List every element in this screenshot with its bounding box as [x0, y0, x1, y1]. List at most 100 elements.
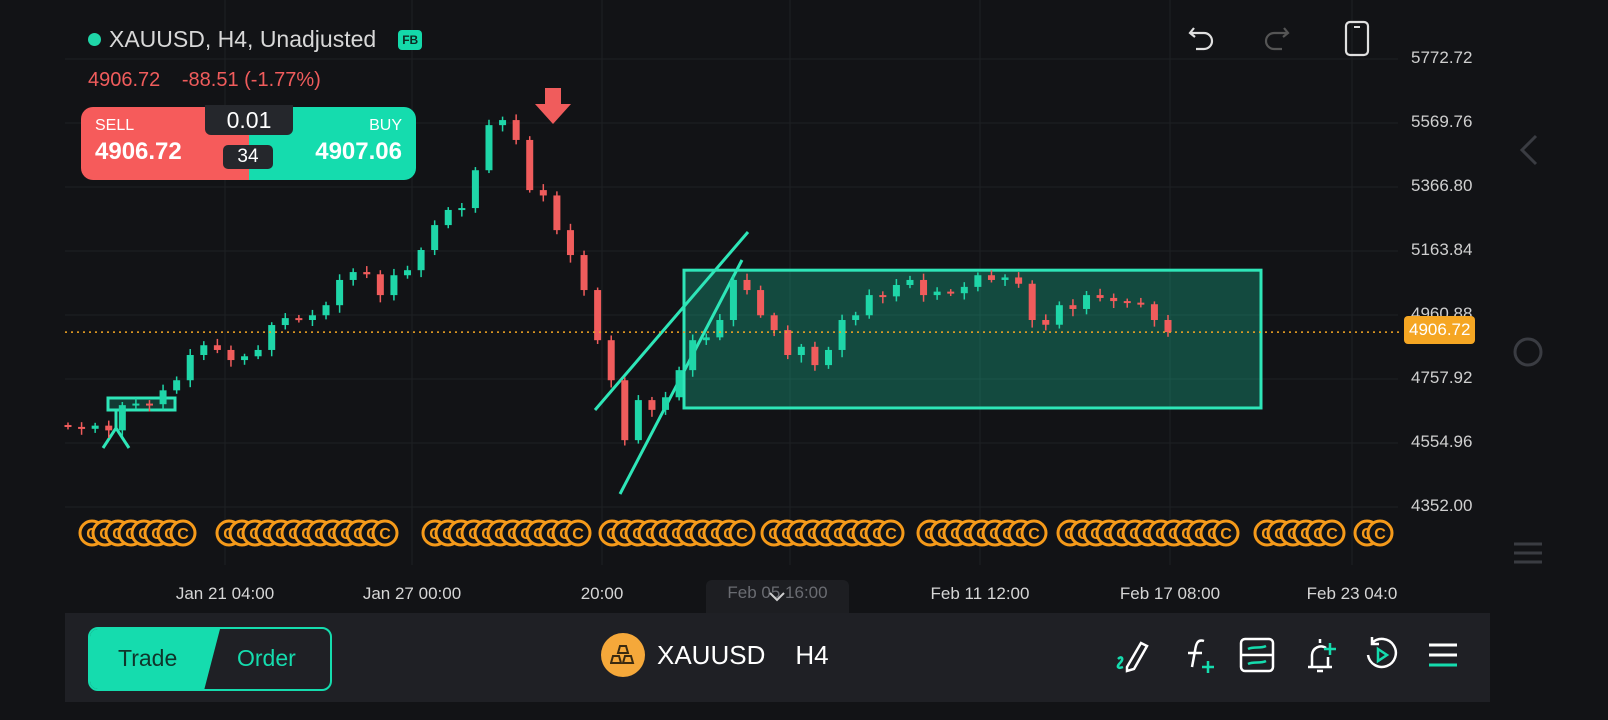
circle-icon[interactable]	[1510, 334, 1546, 370]
candle-body	[1015, 277, 1023, 284]
candle-body	[702, 337, 710, 341]
add-alert-icon[interactable]	[1302, 635, 1342, 675]
side-menu-icon[interactable]	[1510, 538, 1546, 568]
replay-icon[interactable]	[1362, 635, 1402, 675]
candle-body	[186, 355, 194, 381]
candle-body	[431, 225, 439, 251]
candle-body	[512, 120, 520, 140]
price-tick: 4352.00	[1411, 496, 1473, 515]
lot-size-input[interactable]: 0.01	[205, 105, 293, 135]
event-marker-glyph: C	[1374, 526, 1386, 543]
candle-body	[485, 125, 493, 171]
price-tick: 5772.72	[1411, 48, 1473, 67]
candle-body	[947, 291, 955, 294]
candle-body	[200, 345, 208, 356]
indicator-icon[interactable]	[1180, 635, 1220, 675]
candle-body	[444, 209, 452, 226]
buy-label: BUY	[369, 117, 402, 134]
symbol-selector[interactable]: XAUUSD H4	[601, 633, 829, 677]
candle-body	[539, 190, 547, 196]
candle-body	[974, 275, 982, 287]
candle-body	[268, 325, 276, 350]
crosshair-time-label[interactable]: Feb 05 16:00	[706, 580, 849, 613]
symbol-line: XAUUSD, H4, Unadjusted	[109, 26, 377, 52]
price-tick: 5569.76	[1411, 112, 1473, 131]
candle-body	[78, 426, 86, 429]
event-marker-glyph: C	[572, 526, 584, 543]
time-label: Feb 11 12:00	[930, 584, 1030, 603]
candle-body	[621, 380, 629, 441]
candle-body	[580, 255, 588, 291]
event-marker-glyph: C	[177, 526, 189, 543]
price-change: -88.51 (-1.77%)	[181, 69, 321, 91]
candle-body	[797, 346, 805, 356]
sell-button[interactable]: SELL 4906.72	[81, 107, 249, 180]
candle-body	[376, 274, 384, 296]
template-icon[interactable]	[1237, 635, 1277, 675]
candle-body	[865, 295, 873, 316]
candle-body	[1137, 302, 1145, 305]
candle-body	[634, 400, 642, 441]
symbol-name: XAUUSD	[657, 639, 766, 670]
candle-body	[906, 279, 914, 286]
menu-icon[interactable]	[1425, 635, 1461, 675]
market-open-dot	[88, 33, 101, 46]
symbol-title[interactable]: XAUUSD, H4, Unadjusted FB	[88, 26, 423, 53]
timeframe-selector[interactable]: H4	[795, 639, 829, 670]
candle-body	[933, 291, 941, 296]
candle-body	[132, 403, 140, 406]
candle-body	[336, 279, 344, 306]
event-marker-glyph: C	[1220, 526, 1232, 543]
candle-body	[105, 425, 113, 431]
crosshair-time: Feb 05 16:00	[727, 583, 828, 602]
bottom-toolbar: Trade Order XAUUSD H4	[65, 613, 1490, 702]
candle-body	[404, 270, 412, 276]
candle-body	[241, 356, 249, 361]
time-label: Jan 21 04:00	[175, 584, 275, 603]
candle-body	[349, 272, 357, 280]
event-marker-icon	[728, 519, 756, 547]
candle-body	[458, 208, 466, 211]
price-tick: 4554.96	[1411, 432, 1473, 451]
chevron-down-icon[interactable]	[767, 590, 787, 604]
gold-bars-icon	[601, 633, 645, 677]
trade-tab[interactable]: Trade	[90, 629, 220, 689]
drawing-icon[interactable]	[1113, 635, 1153, 675]
sell-arrow-icon	[535, 88, 571, 124]
candle-body	[1042, 320, 1050, 325]
event-marker-glyph: C	[1326, 526, 1338, 543]
chevron-left-icon[interactable]	[1510, 130, 1546, 170]
candle-body	[729, 279, 737, 321]
candle-body	[987, 275, 995, 280]
candle-body	[811, 346, 819, 366]
candle-body	[308, 315, 316, 321]
candle-body	[920, 279, 928, 296]
candle-body	[64, 425, 72, 428]
candle-body	[417, 250, 425, 271]
current-price-label: 4906.72	[1404, 316, 1476, 344]
candle-body	[892, 285, 900, 297]
candle-body	[322, 305, 330, 316]
event-marker-glyph: C	[1028, 526, 1040, 543]
candle-body	[526, 139, 534, 191]
candle-body	[159, 390, 167, 405]
event-marker-icon	[877, 519, 905, 547]
last-price: 4906.72	[88, 69, 161, 91]
candle-body	[824, 349, 832, 366]
candle-body	[118, 405, 126, 431]
candle-body	[566, 230, 574, 256]
event-marker-icon	[169, 519, 197, 547]
order-tab[interactable]: Order	[237, 645, 296, 671]
candle-body	[743, 279, 751, 291]
phone-layout-icon[interactable]	[1342, 20, 1372, 58]
event-marker-glyph: C	[379, 526, 391, 543]
event-marker-glyph: C	[736, 526, 748, 543]
candle-body	[1001, 277, 1009, 280]
undo-icon[interactable]	[1186, 20, 1218, 56]
event-marker-glyph: C	[885, 526, 897, 543]
sell-price: 4906.72	[95, 138, 182, 165]
candle-body	[675, 370, 683, 398]
candle-body	[1055, 305, 1063, 325]
redo-icon[interactable]	[1260, 20, 1292, 56]
